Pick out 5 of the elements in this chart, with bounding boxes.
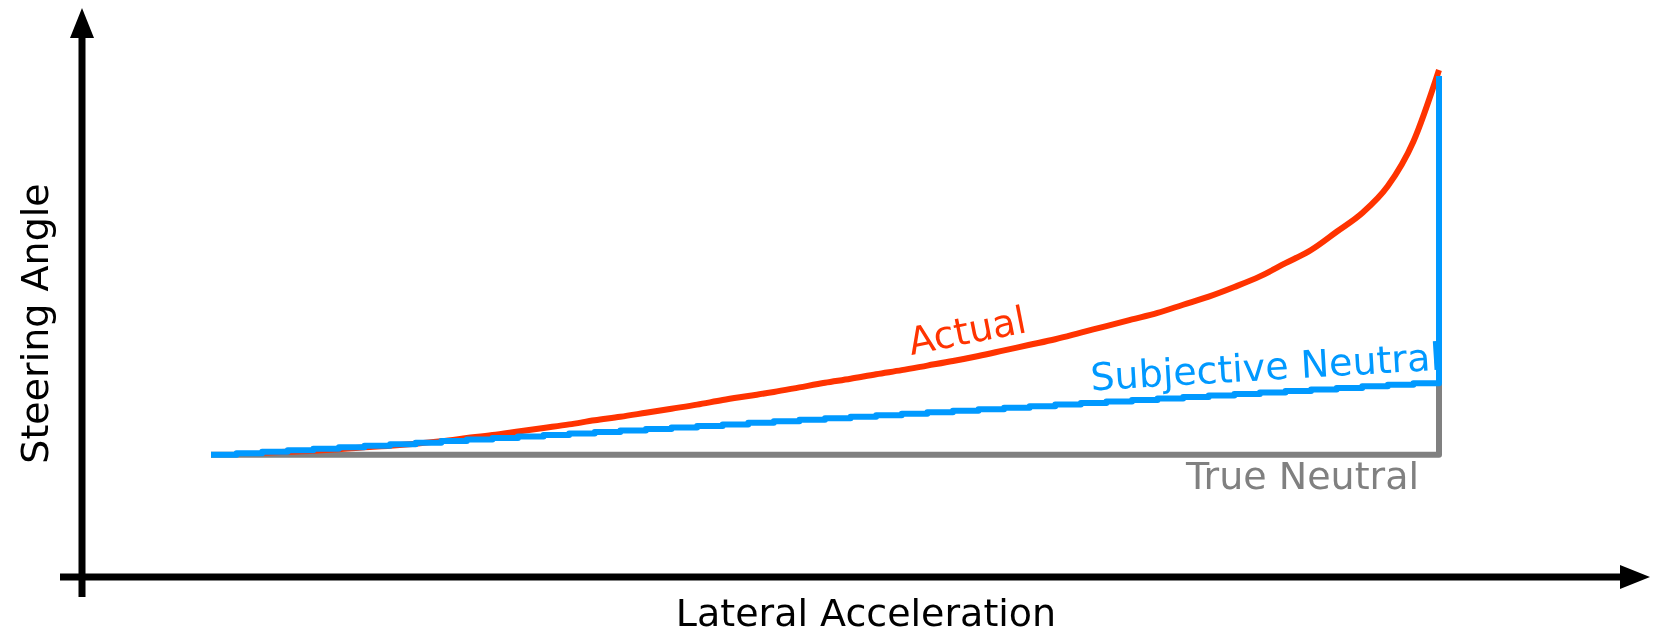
series-label: True Neutral — [1184, 453, 1419, 498]
y-axis-title: Steering Angle — [13, 183, 57, 464]
series-label: Subjective Neutral — [1089, 334, 1443, 400]
text: Actual — [904, 297, 1030, 364]
x-axis-title: Lateral Acceleration — [675, 591, 1057, 634]
